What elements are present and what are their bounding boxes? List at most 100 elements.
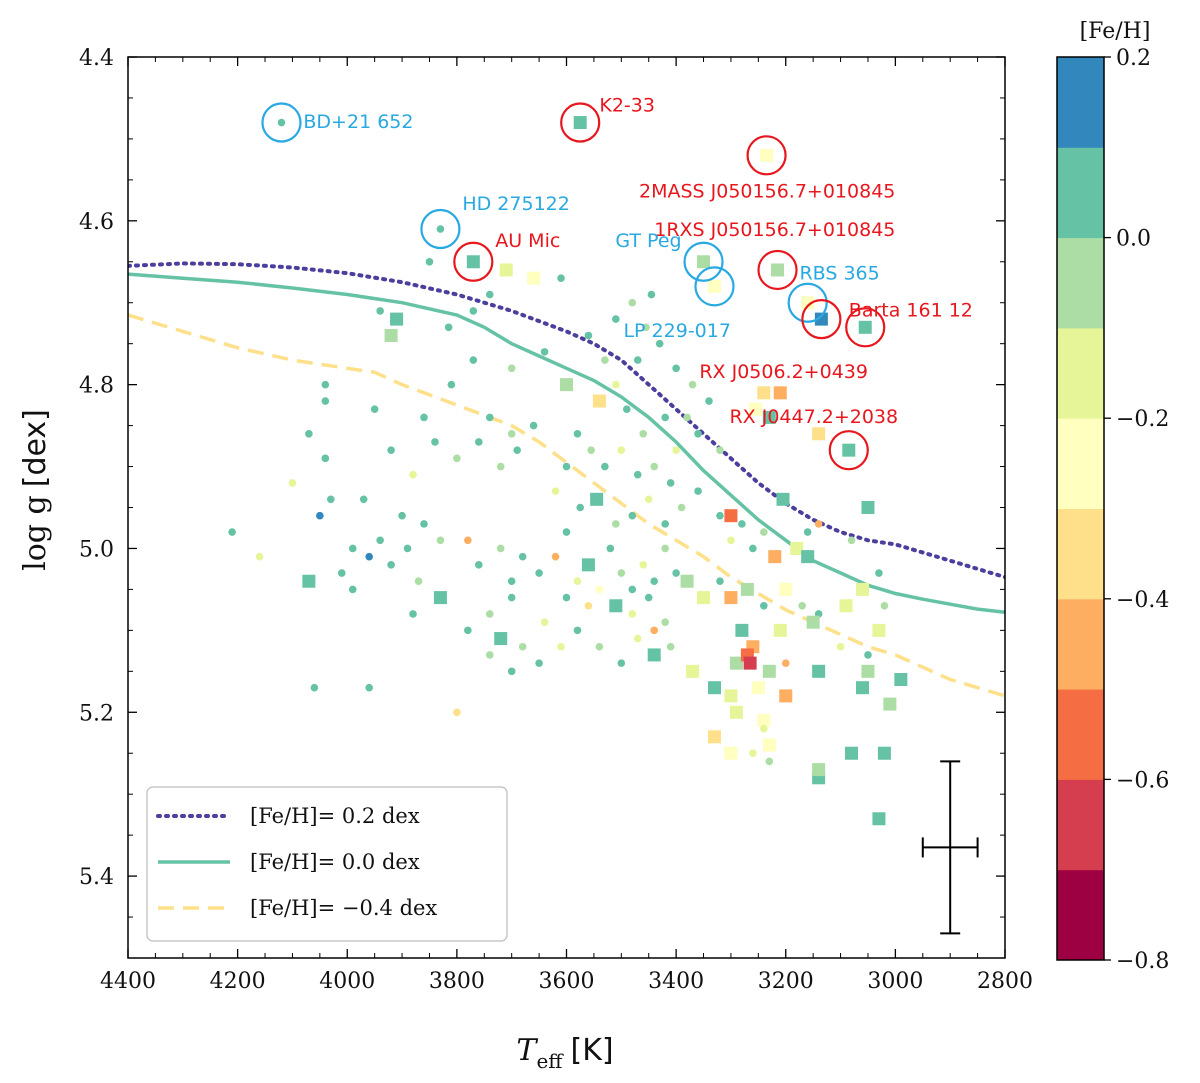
- data-point-square: [560, 378, 573, 392]
- data-point-dot: [633, 634, 642, 643]
- data-point-dot: [535, 569, 543, 577]
- highlight-ring: [801, 299, 842, 340]
- data-point-square: [433, 591, 447, 605]
- data-point-square: [724, 746, 738, 760]
- data-point-square: [724, 591, 738, 605]
- data-point-dot: [327, 495, 335, 504]
- colorbar-segment: [1057, 237, 1104, 329]
- data-point-dot: [535, 659, 543, 667]
- data-point-dot: [612, 380, 620, 389]
- data-point-dot: [584, 331, 593, 340]
- data-point-dot: [573, 429, 582, 438]
- data-point-dot: [576, 503, 585, 512]
- data-point-dot: [444, 323, 453, 332]
- x-axis-title-main: T: [516, 1033, 538, 1068]
- data-point-square: [883, 697, 897, 711]
- colorbar-segment: [1057, 779, 1104, 871]
- data-point-dot: [875, 569, 883, 577]
- data-point-dot: [436, 225, 445, 233]
- data-point-dot: [562, 593, 571, 602]
- data-point-dot: [475, 438, 483, 446]
- data-point-dot: [803, 528, 812, 536]
- data-point-dot: [453, 454, 461, 463]
- data-point-dot: [644, 495, 653, 504]
- data-point-dot: [661, 618, 669, 626]
- star-label: RX J0447.2+2038: [729, 406, 898, 428]
- data-point-square: [845, 746, 859, 760]
- y-tick-label: 4.8: [79, 374, 114, 399]
- data-point-dot: [376, 536, 384, 545]
- x-axis-title-sub: eff: [536, 1049, 564, 1073]
- data-point-square: [779, 689, 793, 703]
- data-point-square: [680, 574, 694, 588]
- y-tick-label: 5.2: [79, 701, 114, 726]
- data-point-square: [760, 148, 774, 162]
- colorbar-segment: [1057, 57, 1104, 148]
- data-point-square: [872, 812, 886, 826]
- star-label: AU Mic: [495, 230, 560, 252]
- data-point-dot: [584, 601, 593, 610]
- data-points: [228, 116, 908, 826]
- colorbar-segment: [1057, 327, 1104, 419]
- data-point-square: [858, 320, 872, 334]
- data-point-square: [757, 386, 771, 400]
- data-point-dot: [633, 356, 642, 364]
- data-point-square: [757, 713, 771, 727]
- data-point-dot: [464, 626, 472, 635]
- highlight-ring: [420, 208, 461, 250]
- star-label: 1RXS J050156.7+010845: [654, 219, 895, 241]
- data-point-dot: [321, 380, 330, 389]
- data-point-dot: [760, 528, 768, 536]
- data-point-dot: [551, 552, 560, 561]
- data-point-square: [861, 501, 875, 514]
- star-label: 2MASS J050156.7+010845: [639, 181, 895, 203]
- highlight-ring: [757, 249, 798, 291]
- data-point-dot: [387, 446, 395, 454]
- data-point-dot: [496, 544, 505, 553]
- data-point-dot: [316, 511, 324, 520]
- x-tick-label: 3000: [867, 969, 923, 994]
- data-point-dot: [633, 470, 642, 479]
- data-point-dot: [540, 618, 549, 626]
- data-point-dot: [551, 487, 560, 495]
- data-point-dot: [507, 667, 516, 676]
- data-point-dot: [650, 577, 658, 586]
- data-point-square: [762, 410, 776, 424]
- data-point-square: [384, 328, 398, 342]
- data-point-square: [302, 574, 316, 588]
- colorbar-segment: [1057, 147, 1104, 239]
- data-point-square: [855, 582, 869, 596]
- y-axis-title-unit: [dex]: [18, 409, 53, 487]
- data-point-square: [773, 623, 787, 637]
- highlight-ring: [746, 135, 787, 176]
- data-point-square: [768, 550, 782, 564]
- data-point-square: [861, 664, 875, 678]
- data-point-square: [573, 116, 587, 130]
- colorbar-segment: [1057, 689, 1104, 780]
- data-point-square: [872, 623, 886, 637]
- data-point-dot: [573, 626, 582, 635]
- data-point-dot: [639, 429, 648, 438]
- data-point-dot: [485, 290, 494, 299]
- data-point-square: [590, 492, 604, 506]
- data-point-square: [743, 656, 757, 670]
- data-point-dot: [562, 528, 571, 536]
- data-point-dot: [305, 429, 313, 438]
- data-point-dot: [628, 511, 637, 520]
- data-point-square: [801, 296, 815, 310]
- data-point-dot: [650, 626, 658, 635]
- data-point-dot: [507, 429, 516, 438]
- data-point-dot: [601, 462, 609, 471]
- data-point-dot: [277, 118, 286, 127]
- data-point-dot: [365, 683, 373, 692]
- data-point-square: [527, 271, 541, 285]
- legend-label: [Fe/H]= −0.4 dex: [250, 896, 437, 920]
- data-point-dot: [595, 642, 604, 651]
- data-point-dot: [683, 413, 691, 422]
- data-point-dot: [255, 552, 264, 561]
- x-axis-title: Teff [K]: [516, 1033, 613, 1073]
- data-point-dot: [409, 470, 417, 479]
- colorbar-segment: [1057, 418, 1104, 509]
- data-point-dot: [642, 323, 650, 332]
- legend-label: [Fe/H]= 0.2 dex: [250, 804, 420, 828]
